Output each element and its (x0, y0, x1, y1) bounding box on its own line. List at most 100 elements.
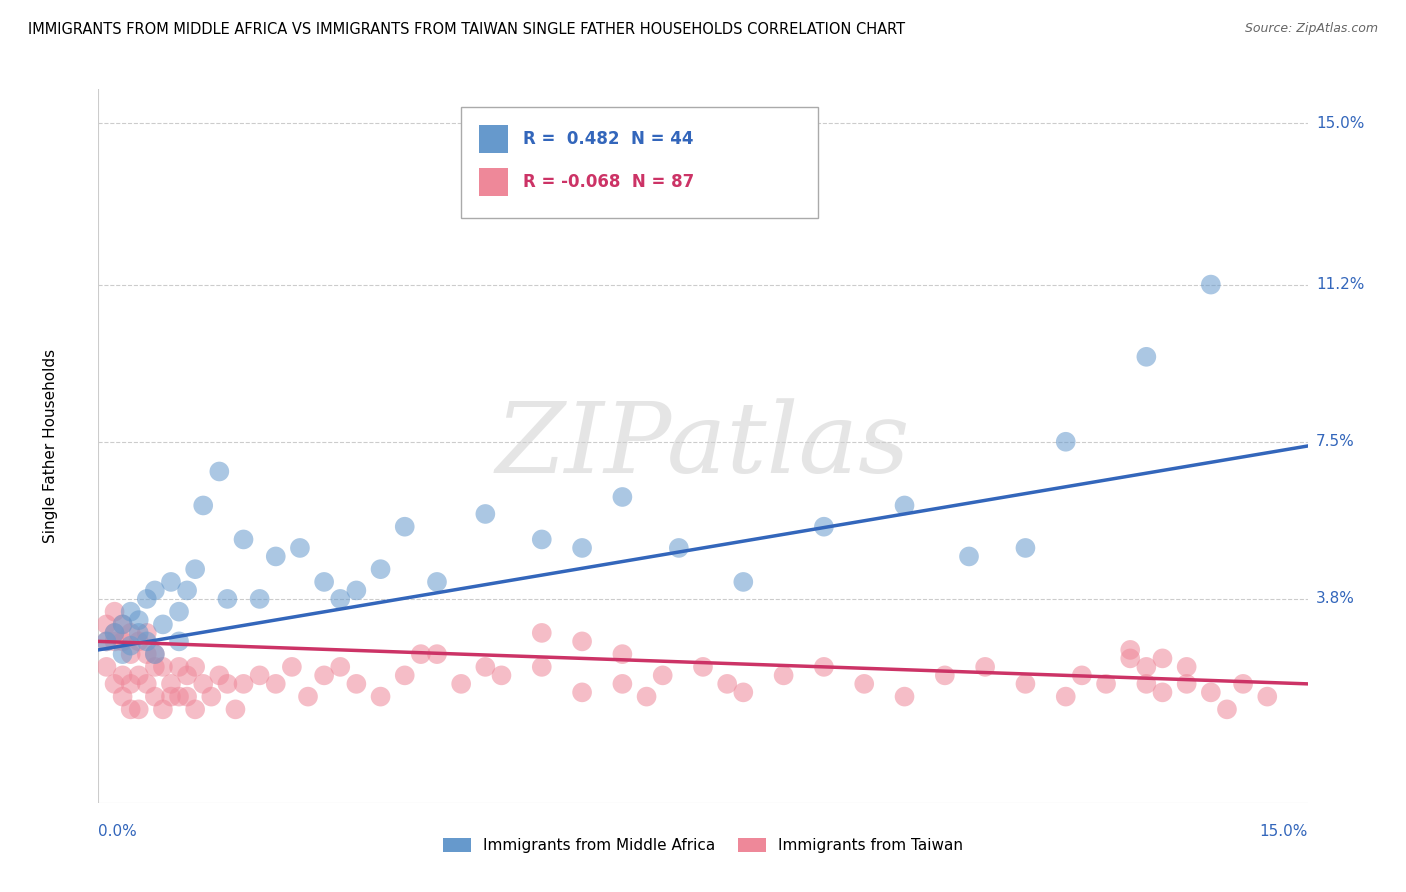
Point (143, 690, 166, 704)
Point (217, 591, 239, 606)
Text: 15.0%: 15.0% (1260, 824, 1308, 839)
Point (232, 533, 254, 547)
Point (128, 668, 150, 682)
Point (96, 634, 118, 648)
Point (1175, 660, 1198, 674)
Point (200, 690, 222, 704)
Point (96, 660, 118, 674)
Point (224, 702, 246, 716)
Point (111, 668, 134, 682)
Point (143, 647, 166, 661)
Point (111, 690, 134, 704)
Point (733, 574, 755, 589)
Point (1014, 541, 1036, 555)
Text: Source: ZipAtlas.com: Source: ZipAtlas.com (1244, 22, 1378, 36)
Point (668, 541, 690, 555)
Point (120, 605, 142, 619)
Point (264, 549, 287, 564)
Point (103, 626, 125, 640)
Point (474, 660, 496, 674)
Point (208, 668, 231, 682)
Point (853, 677, 876, 691)
Point (128, 613, 150, 627)
Text: ZIPatlas: ZIPatlas (496, 399, 910, 493)
Point (651, 668, 673, 682)
Point (1070, 668, 1092, 682)
Legend: Immigrants from Middle Africa, Immigrants from Taiwan: Immigrants from Middle Africa, Immigrant… (437, 832, 969, 859)
Point (176, 690, 198, 704)
Point (176, 583, 198, 598)
Point (120, 677, 142, 691)
Point (111, 617, 134, 632)
Point (128, 702, 150, 716)
Point (329, 591, 352, 606)
Point (426, 647, 449, 661)
Point (370, 562, 392, 576)
Text: 11.2%: 11.2% (1316, 277, 1364, 292)
Point (111, 647, 134, 661)
Point (426, 574, 449, 589)
Point (249, 668, 271, 682)
Point (184, 562, 207, 576)
Point (1119, 651, 1142, 665)
Point (733, 685, 755, 699)
Point (152, 660, 174, 674)
Point (96, 617, 118, 632)
Point (208, 465, 231, 479)
Point (957, 549, 980, 564)
Point (813, 660, 835, 674)
Point (370, 690, 392, 704)
Point (135, 626, 157, 640)
Point (167, 690, 190, 704)
Point (974, 660, 997, 674)
Point (1152, 685, 1174, 699)
Point (135, 634, 157, 648)
Point (120, 626, 142, 640)
Point (394, 668, 416, 682)
Point (772, 668, 794, 682)
Point (612, 647, 634, 661)
Point (167, 660, 190, 674)
Point (530, 533, 553, 547)
Point (530, 660, 553, 674)
Text: R = -0.068  N = 87: R = -0.068 N = 87 (523, 173, 695, 191)
Point (184, 702, 207, 716)
Point (329, 660, 352, 674)
Point (217, 677, 239, 691)
Point (281, 660, 304, 674)
Point (160, 690, 183, 704)
Point (1152, 651, 1174, 665)
Point (96, 634, 118, 648)
Text: IMMIGRANTS FROM MIDDLE AFRICA VS IMMIGRANTS FROM TAIWAN SINGLE FATHER HOUSEHOLDS: IMMIGRANTS FROM MIDDLE AFRICA VS IMMIGRA… (28, 22, 905, 37)
Point (692, 660, 714, 674)
Point (571, 634, 593, 648)
Point (1135, 677, 1157, 691)
Point (143, 660, 166, 674)
Point (193, 677, 215, 691)
Point (813, 519, 835, 533)
Point (103, 634, 125, 648)
Point (128, 626, 150, 640)
Point (120, 639, 142, 653)
Point (143, 583, 166, 598)
Point (344, 677, 367, 691)
Point (571, 685, 593, 699)
Point (135, 647, 157, 661)
Point (344, 583, 367, 598)
Point (160, 677, 183, 691)
Point (160, 574, 183, 589)
Point (135, 677, 157, 691)
Point (111, 617, 134, 632)
Point (297, 690, 319, 704)
Point (103, 626, 125, 640)
Point (111, 634, 134, 648)
Text: 0.0%: 0.0% (98, 824, 138, 839)
Point (1014, 677, 1036, 691)
Point (1054, 434, 1077, 449)
Point (394, 519, 416, 533)
Point (1054, 690, 1077, 704)
Text: 3.8%: 3.8% (1316, 591, 1355, 607)
Point (232, 677, 254, 691)
Point (135, 591, 157, 606)
Point (1216, 702, 1239, 716)
